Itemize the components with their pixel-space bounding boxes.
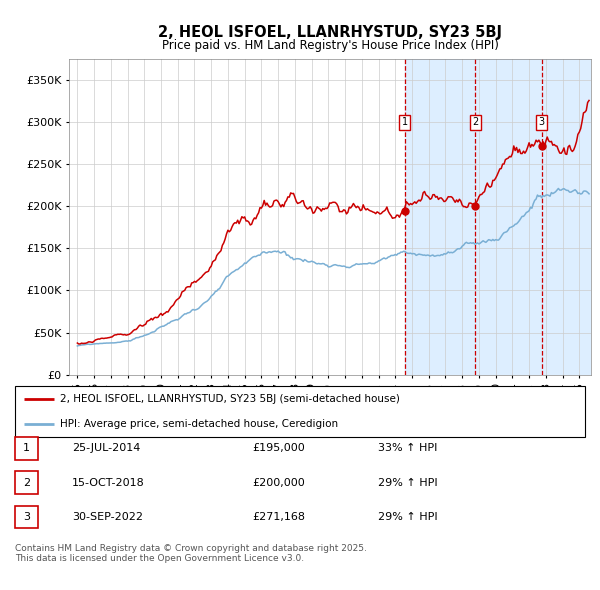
Bar: [404, 59, 599, 375]
Text: HPI: Average price, semi-detached house, Ceredigion: HPI: Average price, semi-detached house,…: [60, 419, 338, 428]
Text: 30-SEP-2022: 30-SEP-2022: [72, 512, 143, 522]
Text: 2: 2: [472, 117, 479, 127]
Text: 25-JUL-2014: 25-JUL-2014: [72, 444, 140, 453]
Text: £200,000: £200,000: [252, 478, 305, 487]
Text: £271,168: £271,168: [252, 512, 305, 522]
Text: 1: 1: [401, 117, 407, 127]
Text: 15-OCT-2018: 15-OCT-2018: [72, 478, 145, 487]
Text: 33% ↑ HPI: 33% ↑ HPI: [378, 444, 437, 453]
Text: 2, HEOL ISFOEL, LLANRHYSTUD, SY23 5BJ: 2, HEOL ISFOEL, LLANRHYSTUD, SY23 5BJ: [158, 25, 502, 40]
Text: 2: 2: [23, 478, 30, 487]
Text: 3: 3: [23, 512, 30, 522]
Text: This data is licensed under the Open Government Licence v3.0.: This data is licensed under the Open Gov…: [15, 555, 304, 563]
Text: Price paid vs. HM Land Registry's House Price Index (HPI): Price paid vs. HM Land Registry's House …: [161, 39, 499, 52]
Text: £195,000: £195,000: [252, 444, 305, 453]
Text: 2, HEOL ISFOEL, LLANRHYSTUD, SY23 5BJ (semi-detached house): 2, HEOL ISFOEL, LLANRHYSTUD, SY23 5BJ (s…: [60, 395, 400, 404]
Text: 29% ↑ HPI: 29% ↑ HPI: [378, 512, 437, 522]
Text: Contains HM Land Registry data © Crown copyright and database right 2025.: Contains HM Land Registry data © Crown c…: [15, 545, 367, 553]
Text: 3: 3: [539, 117, 545, 127]
Text: 29% ↑ HPI: 29% ↑ HPI: [378, 478, 437, 487]
Text: 1: 1: [23, 444, 30, 453]
